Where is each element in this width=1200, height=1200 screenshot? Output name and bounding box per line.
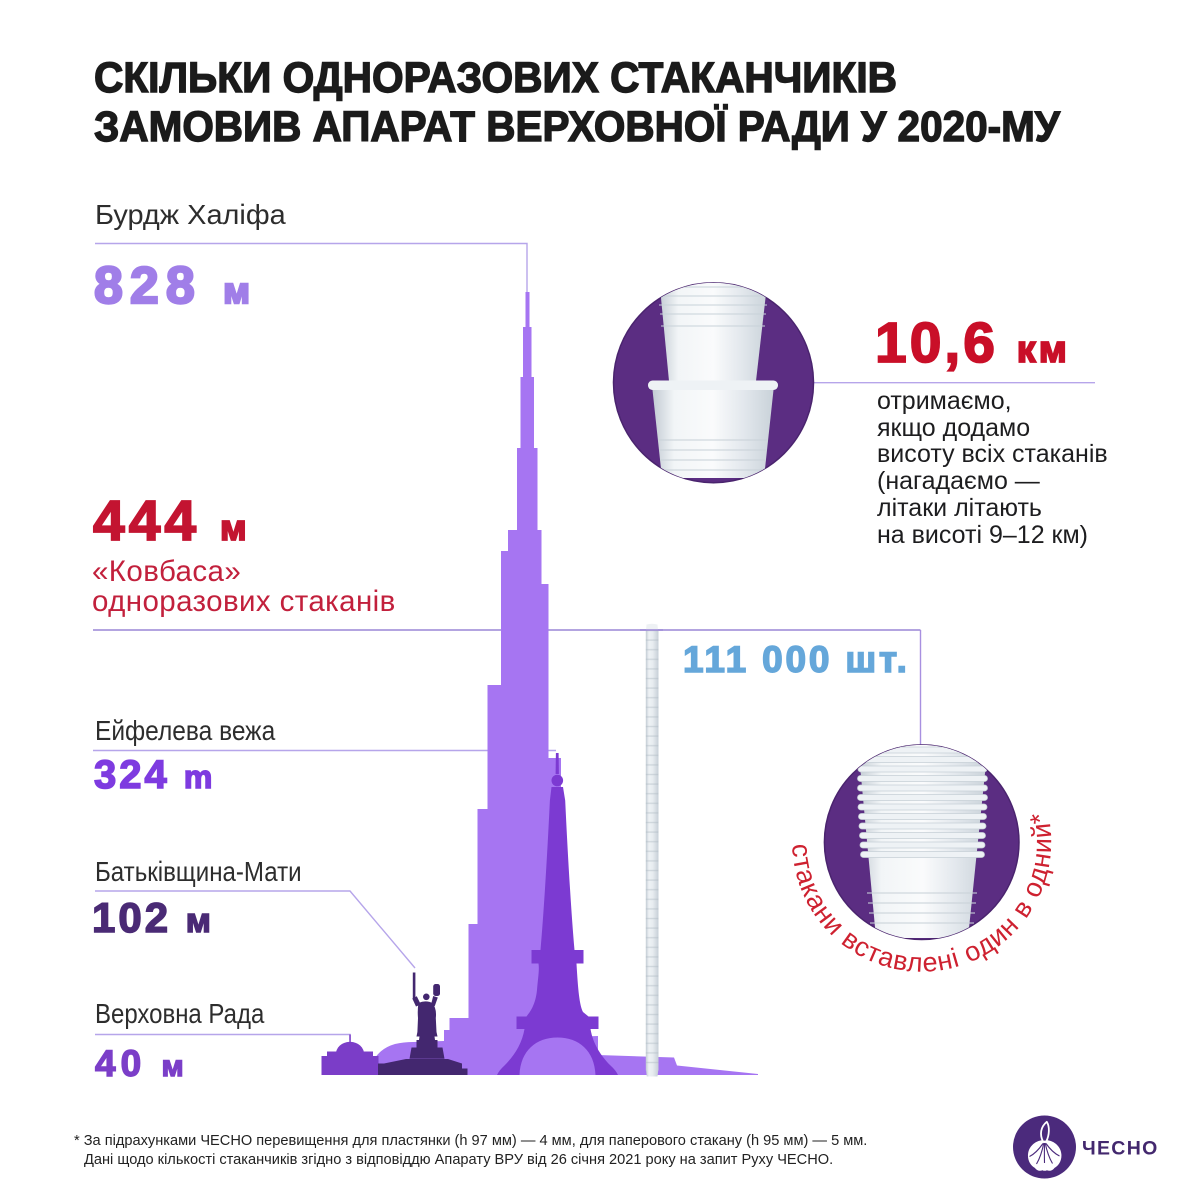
svg-text:ЧЕСНО: ЧЕСНО [1082,1138,1159,1160]
